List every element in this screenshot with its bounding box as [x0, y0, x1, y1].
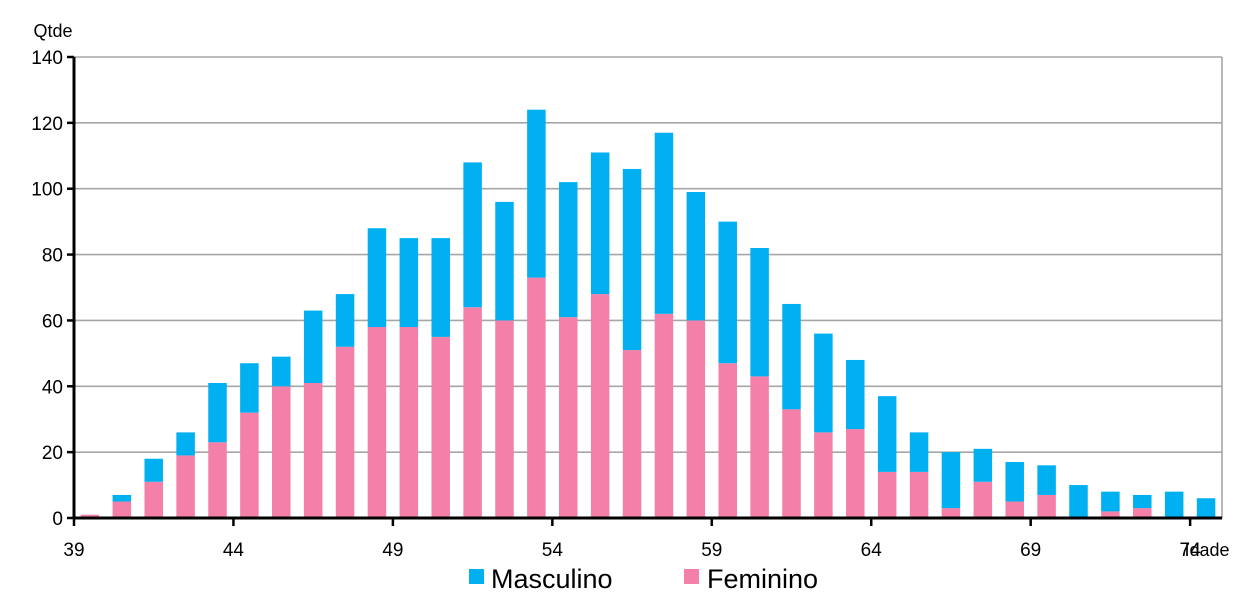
bar-masculino: [1005, 462, 1024, 502]
bar-feminino: [144, 481, 163, 518]
axes: [67, 55, 1222, 526]
bar-feminino: [272, 386, 291, 518]
legend-feminino-swatch: [684, 569, 699, 584]
x-tick-label: 54: [542, 540, 564, 561]
bars: [80, 109, 1216, 518]
bar-masculino: [399, 238, 419, 328]
legend-masculino-swatch: [469, 569, 484, 584]
bar-masculino: [272, 356, 291, 387]
bar-feminino: [367, 327, 387, 518]
x-tick-label: 39: [63, 540, 84, 561]
bar-feminino: [1133, 508, 1152, 518]
bar-feminino: [686, 320, 706, 518]
bar-masculino: [367, 228, 387, 328]
bar-masculino: [240, 363, 259, 413]
bar-masculino: [1133, 494, 1152, 509]
bar-feminino: [399, 327, 419, 518]
bar-feminino: [80, 514, 100, 518]
bar-masculino: [303, 310, 323, 383]
y-tick-label: 0: [52, 509, 63, 530]
legend-feminino-label: Feminino: [707, 564, 818, 594]
bar-feminino: [654, 313, 674, 518]
gridlines: [74, 56, 1223, 518]
bar-masculino: [527, 109, 546, 278]
bar-feminino: [941, 508, 961, 518]
axis-labels: 0 20 40 60 80 100 120 140 39 44 49 54 59 64 69 74: [31, 48, 1201, 561]
x-tick-label: 64: [861, 540, 883, 561]
bar-feminino: [877, 471, 897, 518]
bar-feminino: [782, 409, 801, 518]
bar-feminino: [559, 317, 578, 518]
x-tick-label: 59: [701, 540, 722, 561]
x-tick-label: 44: [223, 540, 245, 561]
bar-feminino: [495, 320, 514, 518]
bar-masculino: [176, 432, 195, 456]
bar-masculino: [144, 458, 163, 482]
bar-masculino: [1196, 498, 1216, 518]
bar-feminino: [1101, 511, 1120, 518]
bar-masculino: [1037, 465, 1056, 495]
bar-feminino: [208, 442, 227, 518]
bar-feminino: [303, 382, 323, 518]
bar-feminino: [718, 363, 737, 518]
legend[interactable]: Masculino Feminino: [469, 564, 818, 594]
bar-feminino: [622, 350, 642, 518]
bar-masculino: [431, 238, 450, 337]
y-tick-label: 120: [31, 114, 63, 135]
bar-masculino: [941, 452, 961, 509]
bar-feminino: [240, 412, 259, 518]
x-tick-label: 49: [382, 540, 403, 561]
bar-feminino: [527, 277, 546, 518]
bar-feminino: [176, 455, 195, 518]
bar-masculino: [877, 396, 897, 472]
y-tick-label: 100: [31, 180, 63, 201]
bar-masculino: [112, 494, 132, 502]
bar-masculino: [973, 448, 993, 482]
bar-masculino: [1164, 491, 1184, 518]
bar-feminino: [846, 429, 865, 518]
bar-masculino: [814, 333, 833, 433]
bar-feminino: [909, 471, 929, 518]
bar-masculino: [622, 168, 642, 351]
bar-masculino: [718, 221, 737, 364]
y-tick-label: 140: [31, 48, 63, 69]
x-tick-label: 74: [1180, 540, 1202, 561]
bar-feminino: [973, 481, 993, 518]
bar-masculino: [495, 201, 514, 321]
bar-masculino: [590, 152, 610, 295]
bar-masculino: [1069, 485, 1088, 518]
bar-feminino: [750, 376, 769, 518]
y-axis-title: Qtde: [33, 21, 72, 41]
bar-feminino: [1037, 494, 1056, 518]
y-tick-label: 20: [42, 443, 63, 464]
x-tick-label: 69: [1020, 540, 1041, 561]
bar-masculino: [208, 382, 227, 443]
bar-masculino: [846, 359, 865, 430]
bar-masculino: [782, 303, 801, 410]
bar-masculino: [909, 432, 929, 472]
bar-masculino: [750, 247, 769, 377]
bar-masculino: [654, 132, 674, 314]
bar-feminino: [814, 432, 833, 518]
bar-masculino: [463, 162, 482, 308]
bar-feminino: [112, 501, 132, 518]
legend-masculino-label: Masculino: [491, 564, 613, 594]
y-tick-label: 60: [42, 311, 63, 332]
y-tick-label: 40: [42, 377, 63, 398]
x-axis-title: Idade: [1184, 540, 1229, 560]
bar-masculino: [1101, 491, 1120, 512]
y-tick-label: 80: [42, 246, 63, 267]
bar-feminino: [1005, 501, 1024, 518]
bar-feminino: [463, 307, 482, 518]
bar-feminino: [431, 336, 450, 518]
bar-feminino: [590, 294, 610, 518]
bar-masculino: [335, 294, 355, 347]
bar-feminino: [335, 346, 355, 518]
bar-masculino: [559, 182, 578, 318]
bar-masculino: [686, 192, 706, 321]
